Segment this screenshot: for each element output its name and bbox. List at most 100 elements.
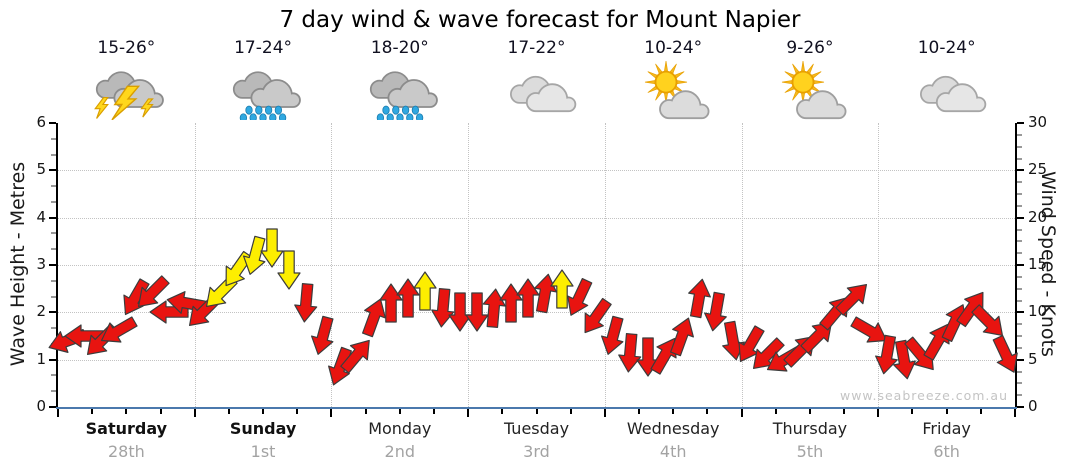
- left-axis-major-tick: [49, 406, 56, 408]
- day-date-label: 3rd: [523, 442, 550, 461]
- right-axis-tick-label: 10: [1028, 302, 1048, 321]
- gridline-horizontal: [58, 312, 1015, 314]
- wind-arrow: [800, 316, 833, 356]
- day-date-label: 1st: [250, 442, 276, 461]
- left-axis-line: [56, 123, 58, 407]
- wind-arrow: [617, 333, 643, 373]
- right-axis-tick-label: 20: [1028, 207, 1048, 226]
- x-axis-minor-tick: [398, 409, 401, 414]
- gridline-horizontal: [58, 359, 1015, 361]
- left-axis-minor-tick: [51, 248, 56, 251]
- temperature-range-label: 10-24°: [644, 38, 703, 58]
- x-axis-minor-tick: [843, 409, 846, 414]
- day-date-label: 2nd: [384, 442, 416, 461]
- right-axis-minor-tick: [1017, 252, 1022, 255]
- right-axis-tick-label: 25: [1028, 160, 1048, 179]
- left-axis-minor-tick: [51, 200, 56, 203]
- x-axis-major-tick: [193, 409, 196, 417]
- right-axis-minor-tick: [1017, 204, 1022, 207]
- wind-arrow: [64, 316, 104, 356]
- left-axis-minor-tick: [51, 374, 56, 377]
- right-axis-tick-label: 30: [1028, 113, 1048, 131]
- x-axis-minor-tick: [262, 409, 265, 414]
- cloudy-icon: [905, 61, 989, 120]
- right-axis-major-tick: [1017, 264, 1024, 266]
- gridline-horizontal: [58, 265, 1015, 266]
- wind-arrow: [532, 273, 558, 314]
- wind-arrow: [206, 273, 239, 313]
- left-axis-major-tick: [49, 358, 56, 361]
- rain-icon: [221, 61, 305, 123]
- right-axis-minor-tick: [1017, 145, 1022, 148]
- wind-arrow: [361, 297, 387, 338]
- wind-arrow: [224, 250, 254, 290]
- left-axis-minor-tick: [51, 390, 56, 393]
- day-name-label: Thursday: [772, 419, 848, 438]
- left-axis-minor-tick: [51, 279, 56, 282]
- x-axis-minor-tick: [501, 409, 504, 414]
- right-axis-minor-tick: [1017, 157, 1022, 160]
- right-axis-minor-tick: [1017, 275, 1022, 278]
- right-axis-major-tick: [1017, 311, 1024, 314]
- left-axis-minor-tick: [51, 153, 56, 156]
- gridline-horizontal: [58, 217, 1015, 219]
- day-name-label: Sunday: [229, 419, 297, 438]
- wind-arrow: [923, 321, 951, 361]
- x-axis-line: [56, 407, 1017, 409]
- right-axis-minor-tick: [1017, 287, 1022, 290]
- right-axis-tick-label: 0: [1028, 397, 1038, 415]
- right-axis-major-tick: [1017, 406, 1024, 408]
- temperature-range-label: 10-24°: [917, 38, 976, 58]
- day-name-label: Saturday: [85, 419, 168, 438]
- right-axis-minor-tick: [1017, 394, 1022, 397]
- day-date-label: 5th: [796, 442, 824, 461]
- day-date-label: 6th: [933, 442, 960, 461]
- wind-arrow: [242, 235, 268, 276]
- right-axis-minor-tick: [1017, 240, 1022, 243]
- temperature-range-label: 18-20°: [370, 38, 429, 58]
- wind-arrow: [340, 335, 370, 375]
- x-axis-minor-tick: [159, 409, 162, 414]
- gridline-vertical: [878, 123, 880, 407]
- partly-sunny-icon: [631, 61, 715, 120]
- right-axis-major-tick: [1017, 358, 1024, 361]
- right-axis-minor-tick: [1017, 346, 1022, 349]
- right-axis-tick-label: 5: [1028, 349, 1038, 368]
- x-axis-minor-tick: [432, 409, 435, 414]
- temperature-range-label: 15-26°: [97, 38, 156, 58]
- rain-icon: [358, 61, 442, 123]
- left-axis-major-tick: [49, 122, 56, 124]
- left-axis-major-tick: [49, 216, 56, 219]
- wind-arrow: [412, 270, 438, 311]
- left-axis-tick-label: 4: [36, 207, 46, 226]
- right-axis-minor-tick: [1017, 370, 1022, 373]
- left-axis-tick-label: 1: [36, 349, 46, 368]
- x-axis-minor-tick: [979, 409, 982, 414]
- left-axis-tick-label: 5: [36, 160, 46, 179]
- right-axis-major-tick: [1017, 122, 1024, 124]
- left-axis-major-tick: [49, 311, 56, 314]
- day-name-label: Tuesday: [503, 419, 570, 438]
- temperature-range-label: 17-22°: [507, 38, 566, 58]
- day-name-label: Friday: [922, 419, 971, 438]
- x-axis-minor-tick: [945, 409, 948, 414]
- left-axis-major-tick: [49, 264, 56, 266]
- temperature-range-label: 17-24°: [234, 38, 293, 58]
- wind-arrow: [941, 302, 968, 342]
- storm-icon: [84, 61, 168, 121]
- x-axis-major-tick: [877, 409, 880, 417]
- right-axis-line: [1015, 123, 1017, 407]
- right-axis-minor-tick: [1017, 335, 1022, 337]
- wind-arrow: [753, 335, 785, 375]
- wind-arrow: [549, 269, 575, 309]
- x-axis-minor-tick: [91, 409, 94, 414]
- wind-arrow: [650, 335, 678, 375]
- wind-arrow: [635, 337, 661, 377]
- left-axis-minor-tick: [51, 327, 56, 330]
- right-axis-minor-tick: [1017, 133, 1022, 136]
- x-axis-major-tick: [467, 409, 470, 417]
- right-axis-minor-tick: [1017, 181, 1022, 184]
- x-axis-minor-tick: [296, 409, 299, 414]
- wind-arrow: [378, 283, 404, 323]
